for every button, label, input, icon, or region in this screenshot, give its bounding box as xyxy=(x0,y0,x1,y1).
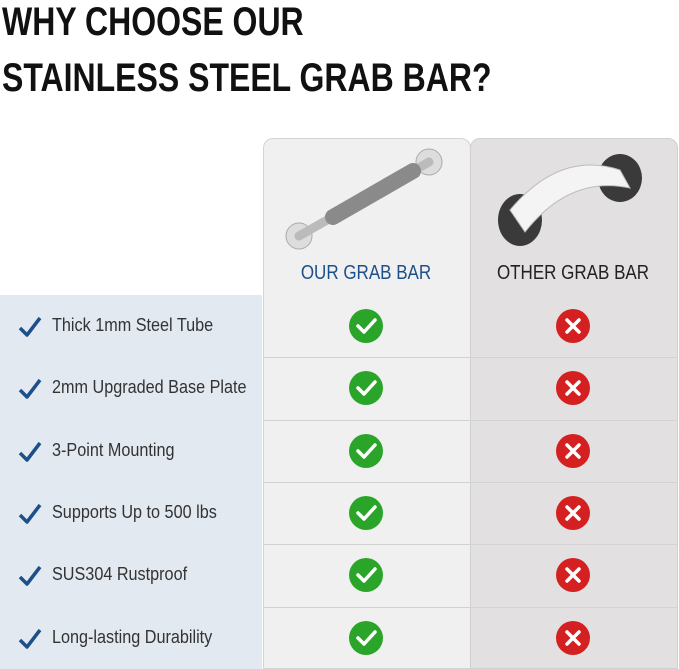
tick-icon xyxy=(18,379,42,400)
check-icon xyxy=(349,371,383,406)
row-separator xyxy=(263,606,677,608)
check-icon xyxy=(349,496,383,531)
row-separator xyxy=(263,544,677,546)
cross-icon xyxy=(556,433,590,468)
cross-icon xyxy=(556,371,590,406)
feature-label: 3-Point Mounting xyxy=(52,439,175,460)
feature-label: Supports Up to 500 lbs xyxy=(52,502,217,523)
tick-icon xyxy=(18,317,42,337)
check-icon xyxy=(349,620,383,655)
cross-icon xyxy=(556,496,590,531)
title-line: WHY CHOOSE OUR xyxy=(2,0,304,44)
row-separator xyxy=(263,419,677,421)
tick-icon xyxy=(18,503,42,524)
cross-icon xyxy=(556,309,590,344)
column-header: OTHER GRAB BAR xyxy=(496,262,650,284)
tick-icon xyxy=(18,441,42,462)
row-separator xyxy=(263,357,677,359)
feature-label: 2mm Upgraded Base Plate xyxy=(52,377,247,398)
check-icon xyxy=(349,433,383,468)
title-line: STAINLESS STEEL GRAB BAR? xyxy=(2,56,492,100)
feature-label: Thick 1mm Steel Tube xyxy=(52,315,214,336)
cross-icon xyxy=(556,558,590,593)
check-icon xyxy=(349,558,383,593)
tick-icon xyxy=(18,566,42,587)
feature-label: SUS304 Rustproof xyxy=(52,564,188,585)
check-icon xyxy=(349,309,383,344)
column-header: OUR GRAB BAR xyxy=(300,262,432,284)
suction-bar-image xyxy=(498,154,642,246)
grab-bar-image xyxy=(285,148,443,250)
feature-label: Long-lasting Durability xyxy=(52,626,213,647)
cross-icon xyxy=(556,620,590,655)
feature-column xyxy=(0,295,262,669)
tick-icon xyxy=(18,628,42,649)
row-separator xyxy=(263,481,677,483)
